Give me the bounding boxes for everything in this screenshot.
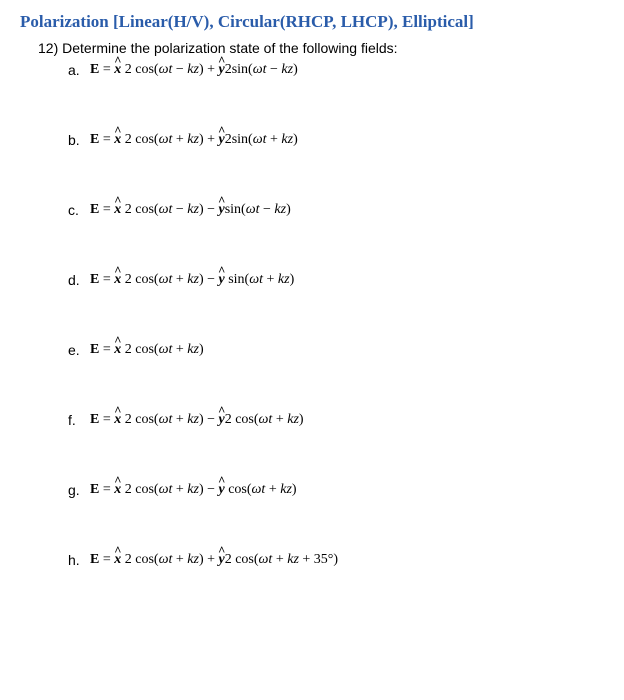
item-label-h: h. [68,552,90,568]
equation-c: E = x 2 cos(ωt − kz) − ysin(ωt − kz) [90,202,291,218]
item-d: d. E = x 2 cos(ωt + kz) − y sin(ωt + kz) [68,272,604,288]
page-title: Polarization [Linear(H/V), Circular(RHCP… [20,12,604,32]
item-h: h. E = x 2 cos(ωt + kz) + y2 cos(ωt + kz… [68,552,604,568]
item-label-b: b. [68,132,90,148]
equation-h: E = x 2 cos(ωt + kz) + y2 cos(ωt + kz + … [90,552,338,568]
equation-e: E = x 2 cos(ωt + kz) [90,342,204,358]
item-label-g: g. [68,482,90,498]
item-label-c: c. [68,202,90,218]
item-e: e. E = x 2 cos(ωt + kz) [68,342,604,358]
question-text: Determine the polarization state of the … [62,40,397,56]
item-f: f. E = x 2 cos(ωt + kz) − y2 cos(ωt + kz… [68,412,604,428]
item-label-f: f. [68,412,90,428]
equation-d: E = x 2 cos(ωt + kz) − y sin(ωt + kz) [90,272,294,288]
item-c: c. E = x 2 cos(ωt − kz) − ysin(ωt − kz) [68,202,604,218]
item-g: g. E = x 2 cos(ωt + kz) − y cos(ωt + kz) [68,482,604,498]
equation-b: E = x 2 cos(ωt + kz) + y2sin(ωt + kz) [90,132,298,148]
item-label-a: a. [68,62,90,78]
question-prompt: 12) Determine the polarization state of … [38,40,604,56]
item-a: a. E = x 2 cos(ωt − kz) + y2sin(ωt − kz) [68,62,604,78]
equation-f: E = x 2 cos(ωt + kz) − y2 cos(ωt + kz) [90,412,304,428]
equation-a: E = x 2 cos(ωt − kz) + y2sin(ωt − kz) [90,62,298,78]
item-label-d: d. [68,272,90,288]
equation-g: E = x 2 cos(ωt + kz) − y cos(ωt + kz) [90,482,297,498]
question-number: 12) [38,40,58,56]
item-label-e: e. [68,342,90,358]
item-b: b. E = x 2 cos(ωt + kz) + y2sin(ωt + kz) [68,132,604,148]
